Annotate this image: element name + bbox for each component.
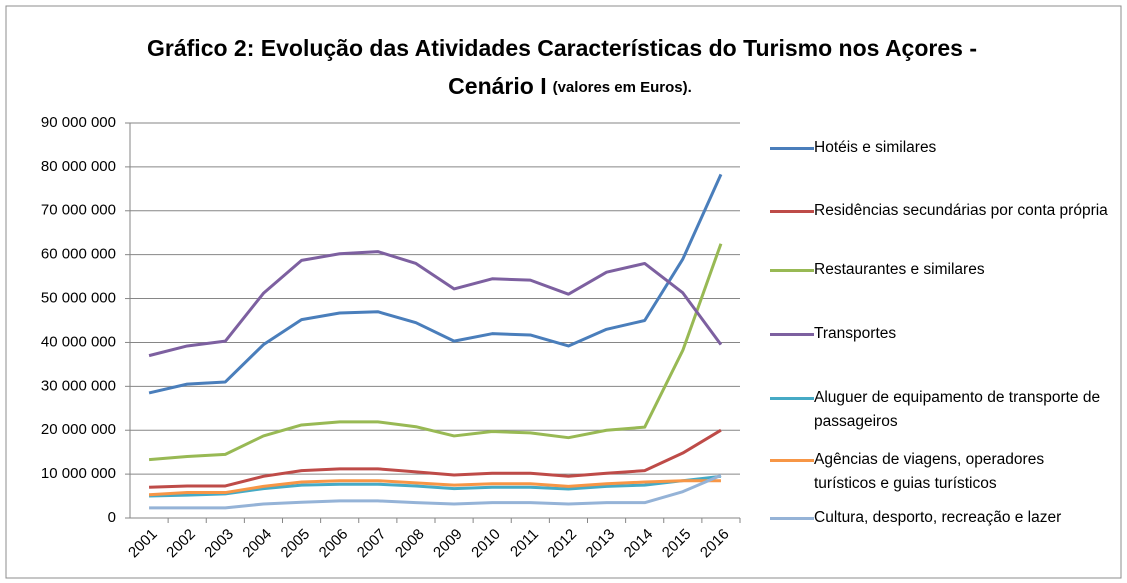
legend-entry: Transportes: [770, 322, 1110, 346]
legend-swatch: [770, 210, 814, 213]
y-tick-label: 80 000 000: [41, 158, 116, 175]
legend-entry: Cultura, desporto, recreação e lazer: [770, 506, 1110, 530]
legend-entry: Residências secundárias por conta própri…: [770, 199, 1110, 223]
y-tick-label: 20 000 000: [41, 421, 116, 438]
legend-swatch: [770, 397, 814, 400]
series-line: [148, 250, 723, 358]
series-line: [149, 474, 722, 510]
y-tick-label: 30 000 000: [41, 377, 116, 394]
legend-swatch: [770, 333, 814, 336]
legend-label: Hotéis e similares: [814, 139, 937, 156]
y-tick-label: 70 000 000: [41, 202, 116, 219]
legend-swatch: [770, 269, 814, 272]
y-tick-label: 50 000 000: [41, 290, 116, 307]
legend-swatch: [770, 459, 814, 462]
legend-swatch: [770, 147, 814, 150]
legend-label: Cultura, desporto, recreação e lazer: [814, 509, 1062, 526]
chart-title-line: Cenário I: [448, 73, 546, 99]
legend-label: Aluguer de equipamento de transporte de …: [814, 389, 1101, 430]
y-tick-label: 90 000 000: [41, 114, 116, 131]
series-line: [149, 474, 722, 498]
legend-entry: Aluguer de equipamento de transporte de …: [770, 386, 1110, 434]
chart-title-2: Cenário I (valores em Euros).: [448, 73, 692, 99]
legend-label: Agências de viagens, operadores turístic…: [814, 451, 1045, 492]
legend-entry: Restaurantes e similares: [770, 258, 1110, 282]
legend-label: Restaurantes e similares: [814, 261, 985, 278]
legend-swatch: [770, 517, 814, 520]
legend-label: Transportes: [814, 325, 897, 342]
legend-label: Residências secundárias por conta própri…: [814, 202, 1108, 219]
legend-entry: Hotéis e similares: [770, 136, 1110, 160]
series-line: [149, 428, 722, 489]
chart-title: Gráfico 2: Evolução das Atividades Carac…: [147, 35, 977, 61]
series-line: [148, 479, 721, 497]
y-tick-label: 0: [108, 509, 116, 526]
y-tick-label: 60 000 000: [41, 246, 116, 263]
y-tick-label: 40 000 000: [41, 333, 116, 350]
y-tick-label: 10 000 000: [41, 465, 116, 482]
chart-title-note: (valores em Euros).: [553, 79, 692, 96]
series-line: [148, 243, 723, 462]
legend-entry: Agências de viagens, operadores turístic…: [770, 448, 1110, 496]
series-line: [148, 173, 723, 395]
